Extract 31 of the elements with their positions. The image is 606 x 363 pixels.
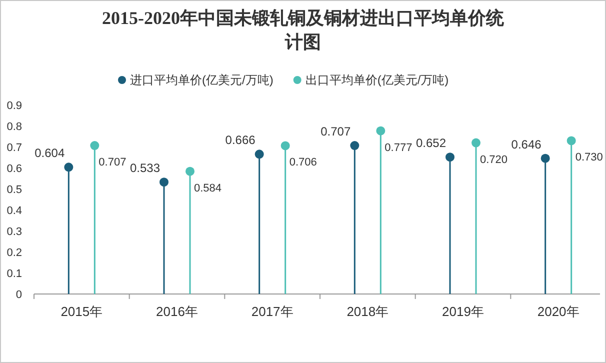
legend-label: 进口平均单价(亿美元/万吨)	[130, 73, 274, 87]
data-label: 0.604	[34, 146, 65, 160]
data-label: 0.584	[194, 182, 222, 194]
y-tick-label: 0.6	[6, 163, 22, 175]
x-tick-label: 2017年	[251, 304, 294, 319]
data-label: 0.730	[575, 152, 603, 164]
data-label: 0.707	[320, 124, 351, 139]
y-tick-label: 0.1	[6, 268, 22, 280]
legend-label: 出口平均单价(亿美元/万吨)	[305, 73, 449, 87]
data-label: 0.533	[130, 161, 160, 176]
data-label: 0.652	[416, 136, 446, 150]
y-tick-label: 0.2	[6, 247, 22, 259]
data-label: 0.707	[98, 156, 126, 169]
x-tick-label: 2020年	[537, 304, 580, 319]
data-label: 0.777	[384, 142, 412, 154]
x-tick-label: 2016年	[156, 304, 198, 319]
chart-title: 2015-2020年中国未锻轧铜及铜材进出口平均单价统计图	[101, 7, 505, 54]
x-tick-label: 2019年	[442, 304, 484, 319]
y-tick-label: 0.3	[6, 226, 22, 238]
y-tick-label: 0.8	[6, 121, 22, 133]
data-label: 0.720	[480, 154, 508, 166]
data-label: 0.646	[511, 137, 542, 152]
y-tick-label: 0	[16, 289, 22, 301]
y-tick-label: 0.4	[6, 205, 22, 217]
data-label: 0.666	[225, 133, 256, 148]
y-tick-label: 0.7	[6, 142, 22, 154]
y-tick-label: 0.5	[6, 184, 22, 196]
y-tick-label: 0.9	[6, 100, 22, 112]
data-label: 0.706	[289, 156, 317, 169]
x-tick-label: 2018年	[346, 304, 389, 319]
x-tick-label: 2015年	[60, 304, 103, 319]
